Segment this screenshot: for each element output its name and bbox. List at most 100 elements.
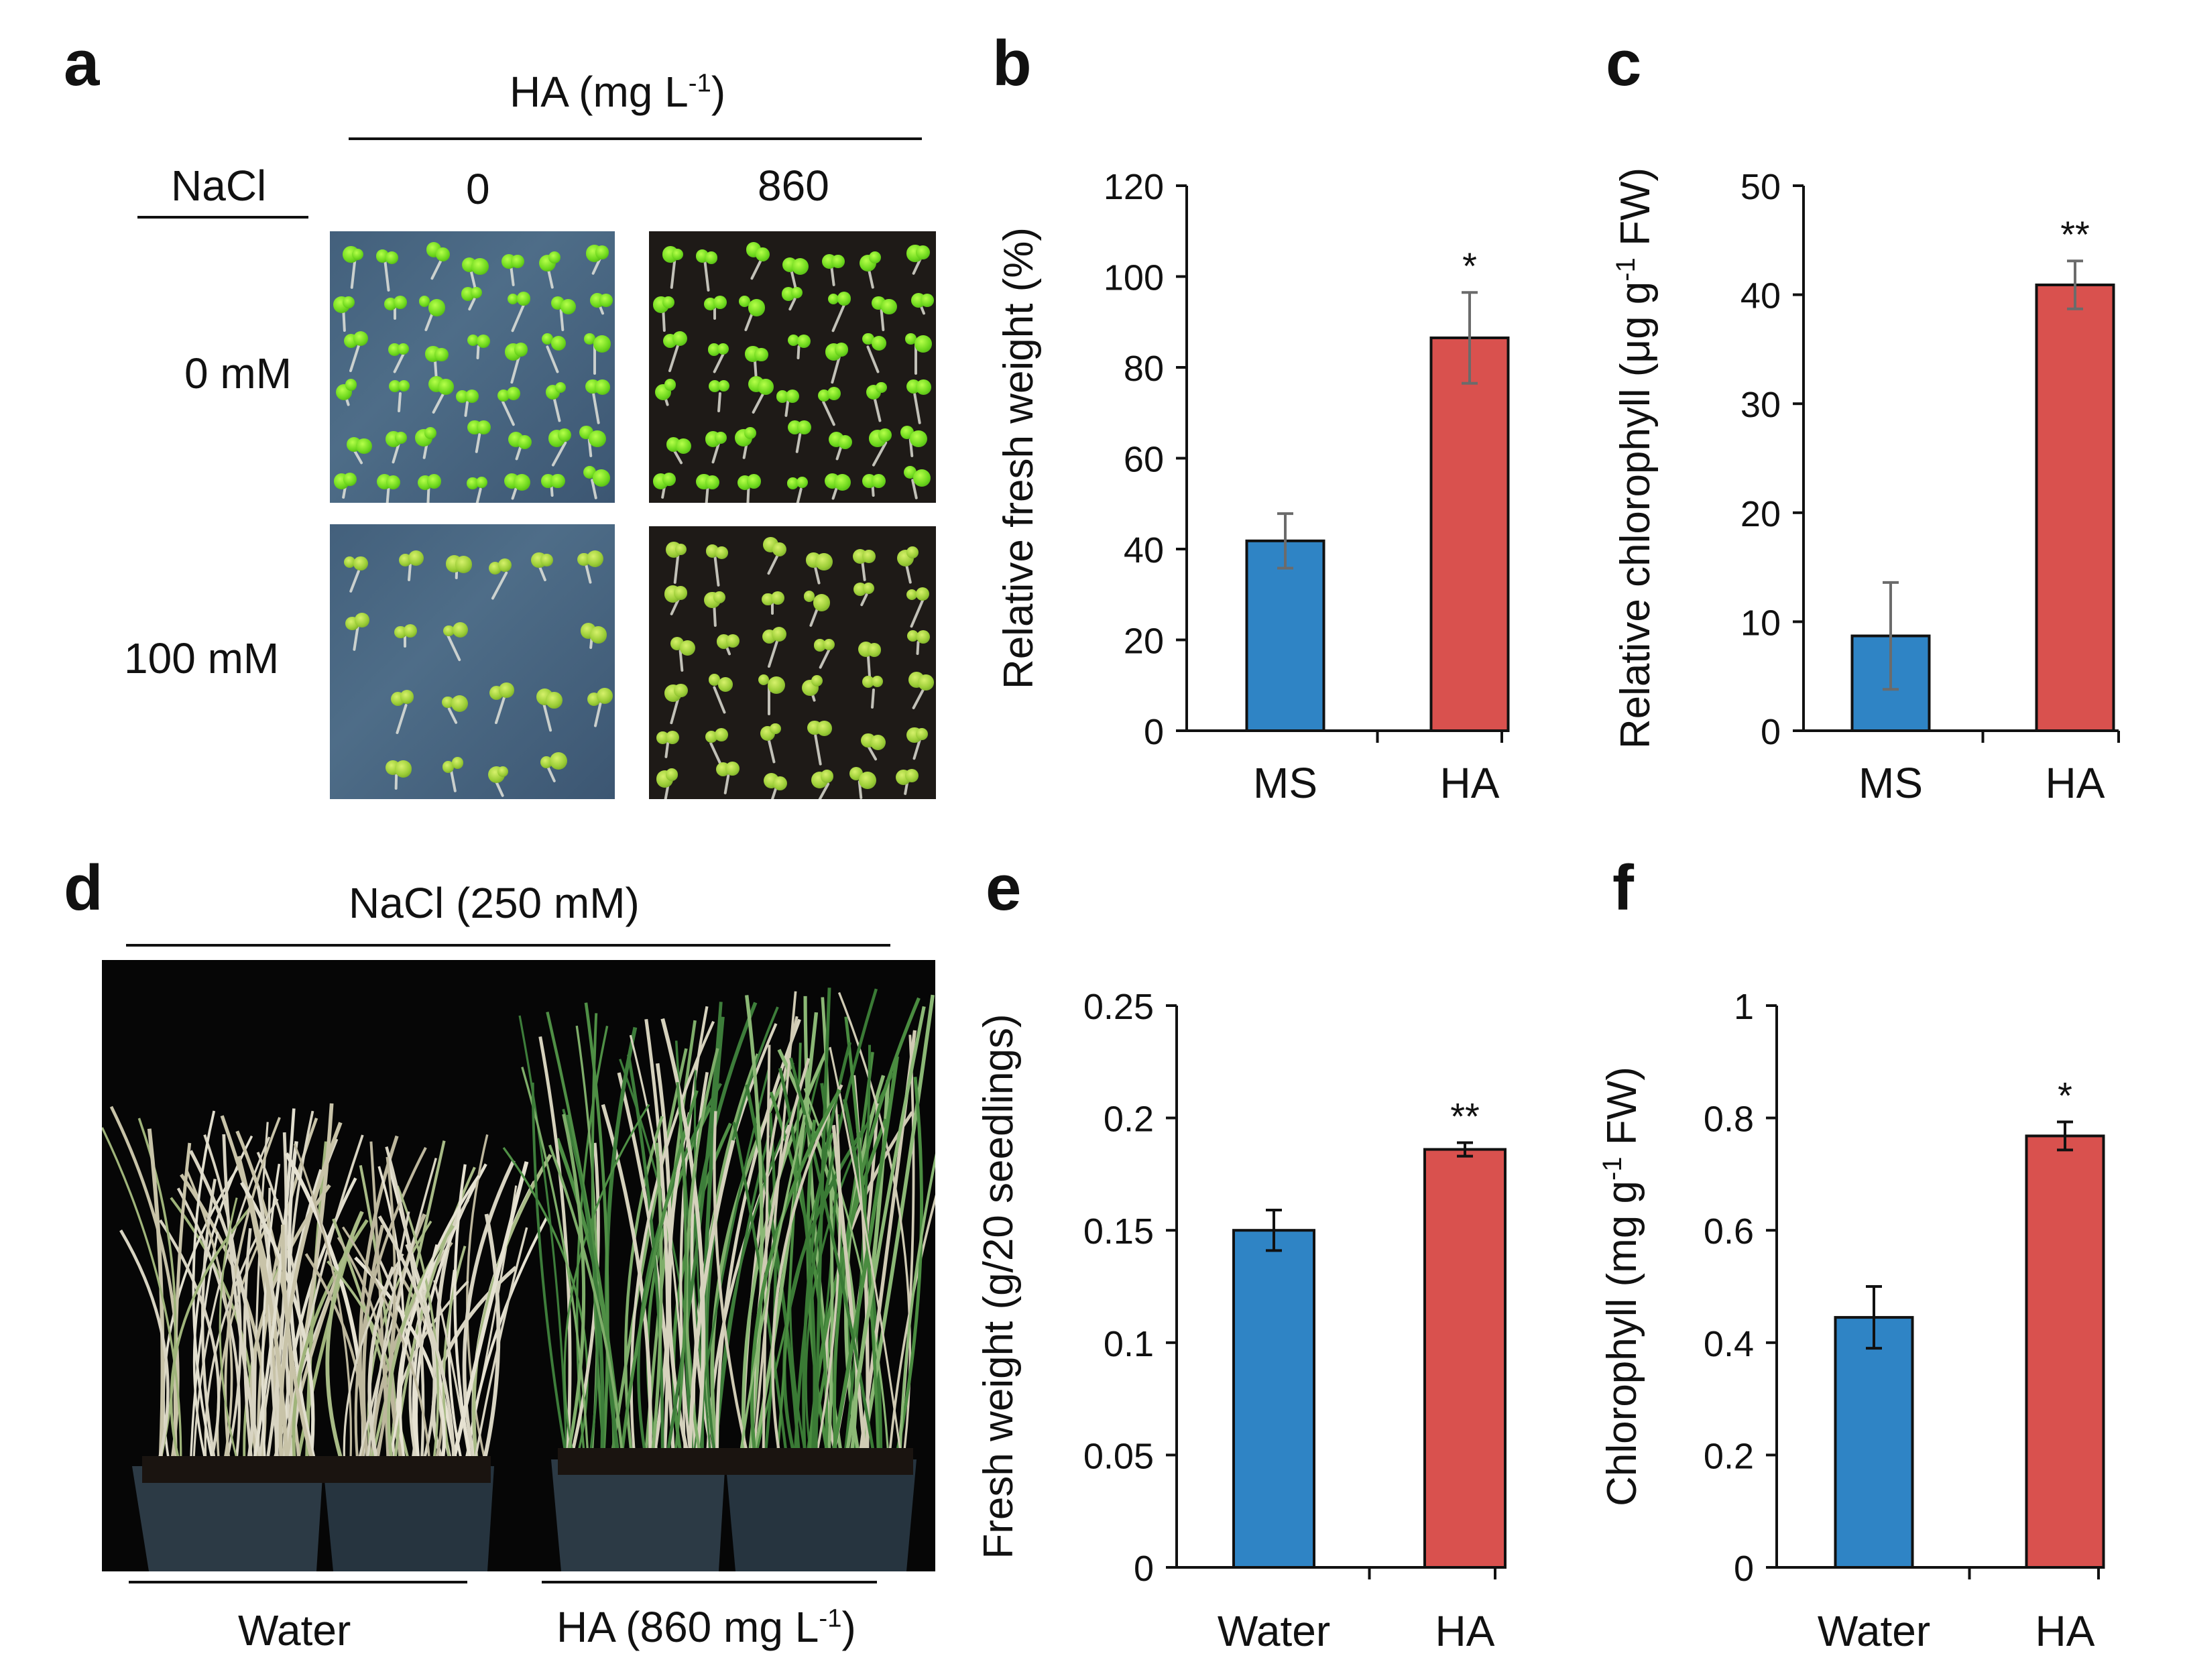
- grass-blade: [715, 1018, 801, 1457]
- grass-blade: [679, 1006, 709, 1457]
- seedling-root: [814, 733, 823, 766]
- chart-relative-fresh-weight: 0 20 40 60 80 100 120 MS * HA Relative fresh weigh…: [996, 167, 1510, 807]
- seedling-leaf: [758, 674, 770, 686]
- seedling-leaf: [833, 473, 851, 491]
- seedling-leaf: [343, 296, 355, 308]
- grass-blade: [365, 1211, 410, 1463]
- bar-ha: [2035, 283, 2115, 732]
- seedling-leaf: [557, 428, 571, 442]
- grass-blade: [860, 994, 935, 1457]
- panel-d-header: NaCl (250 mM): [349, 879, 640, 927]
- seedling-leaf: [589, 625, 607, 644]
- seedling-leaf: [811, 674, 823, 686]
- seedling-leaf: [508, 294, 519, 305]
- x-category-label: HA: [1435, 1607, 1495, 1655]
- seedling-leaf: [862, 333, 874, 345]
- seedling-leaf: [599, 293, 613, 307]
- grass-blade: [377, 1215, 456, 1463]
- grass-blade: [222, 1134, 263, 1463]
- grass-blade: [650, 1142, 663, 1457]
- seedling-leaf: [673, 586, 688, 601]
- y-axis-title: Relative fresh weight (%): [996, 227, 1042, 689]
- seedling-leaf: [869, 251, 882, 263]
- seedling-leaf: [881, 299, 897, 315]
- grass-blade: [102, 1127, 182, 1463]
- seedling-leaf: [418, 295, 430, 307]
- seedling-leaf: [666, 730, 680, 744]
- panel-d-header-line: [126, 944, 890, 947]
- seedling-leaf: [823, 639, 835, 651]
- seedling-root: [795, 432, 802, 453]
- grass-blade: [829, 1046, 902, 1457]
- seedling-leaf: [725, 634, 740, 648]
- seedling-leaf: [786, 477, 799, 489]
- seedling-leaf: [785, 389, 799, 403]
- ha-concentration-header: HA (mg L-1): [510, 68, 726, 116]
- grass-blade: [562, 1108, 599, 1457]
- y-tick-label: 60: [1124, 440, 1164, 480]
- grass-blade: [693, 1070, 712, 1457]
- seedling-leaf: [906, 546, 919, 558]
- y-tick-label: 0: [1761, 712, 1781, 752]
- seedling-root: [397, 392, 402, 413]
- seedling-leaf: [428, 298, 446, 316]
- grass-blade: [367, 1266, 396, 1463]
- grass-blade: [831, 1124, 868, 1457]
- seedling-leaf: [355, 613, 369, 627]
- seedling-leaf: [906, 629, 919, 642]
- seedling-leaf: [424, 427, 436, 440]
- seedling-leaf: [772, 542, 787, 557]
- y-tick-label: 80: [1124, 349, 1164, 389]
- seedling-leaf: [353, 331, 368, 347]
- y-tick-label: 40: [1124, 530, 1164, 571]
- grass-blade: [745, 995, 764, 1457]
- significance-marker: **: [1450, 1095, 1480, 1137]
- y-tick-label: 1: [1734, 987, 1754, 1027]
- seedling-leaf: [904, 769, 919, 782]
- panel-label-d: d: [64, 852, 103, 924]
- seedling-leaf: [671, 248, 683, 260]
- seedling-leaf: [831, 254, 845, 268]
- grass-blade: [396, 1185, 440, 1463]
- seedling-leaf: [872, 336, 887, 351]
- grass-blade: [119, 1229, 170, 1463]
- grass-blade: [375, 1156, 396, 1463]
- seedling-leaf: [467, 335, 479, 346]
- seedling-leaf: [790, 287, 803, 299]
- seedling-root: [385, 487, 390, 503]
- seedling-leaf: [916, 379, 931, 395]
- grass-blade: [531, 1082, 568, 1457]
- grass-blade: [802, 1042, 852, 1457]
- grass-blade: [814, 987, 831, 1457]
- seedling-leaf: [787, 335, 799, 346]
- seedling-leaf: [497, 558, 512, 572]
- seedling-plate-0mm-ha: [649, 231, 936, 503]
- grass-blade: [173, 1142, 192, 1463]
- seedling-leaf: [705, 730, 718, 743]
- seedling-leaf: [442, 761, 455, 773]
- ha-group-line: [542, 1581, 877, 1583]
- seedling-leaf: [916, 245, 931, 260]
- seedling-leaf: [803, 591, 815, 603]
- seedling-leaf: [713, 591, 726, 604]
- y-tick-label: 20: [1740, 494, 1781, 534]
- panel-label-b: b: [992, 27, 1032, 99]
- grass-blade: [280, 1224, 315, 1463]
- grass-blade: [465, 1216, 548, 1463]
- seedling-plate-100mm-ha: [649, 526, 936, 799]
- ha-header-line: [349, 137, 922, 140]
- grass-blade: [831, 1056, 900, 1457]
- seedling-leaf: [353, 556, 368, 571]
- grass-blade: [293, 1143, 353, 1463]
- seedling-leaf: [914, 335, 932, 353]
- seedling-leaf: [708, 674, 721, 686]
- bar-ha: [2025, 1134, 2105, 1569]
- grass-blade: [325, 1211, 364, 1463]
- panel-label-c: c: [1606, 27, 1642, 99]
- seedling-leaf: [674, 683, 688, 698]
- water-group-line: [129, 1581, 467, 1583]
- seedling-root: [476, 345, 480, 360]
- seedling-leaf: [408, 550, 424, 566]
- grass-blade: [843, 1044, 872, 1457]
- seedling-root: [668, 343, 680, 373]
